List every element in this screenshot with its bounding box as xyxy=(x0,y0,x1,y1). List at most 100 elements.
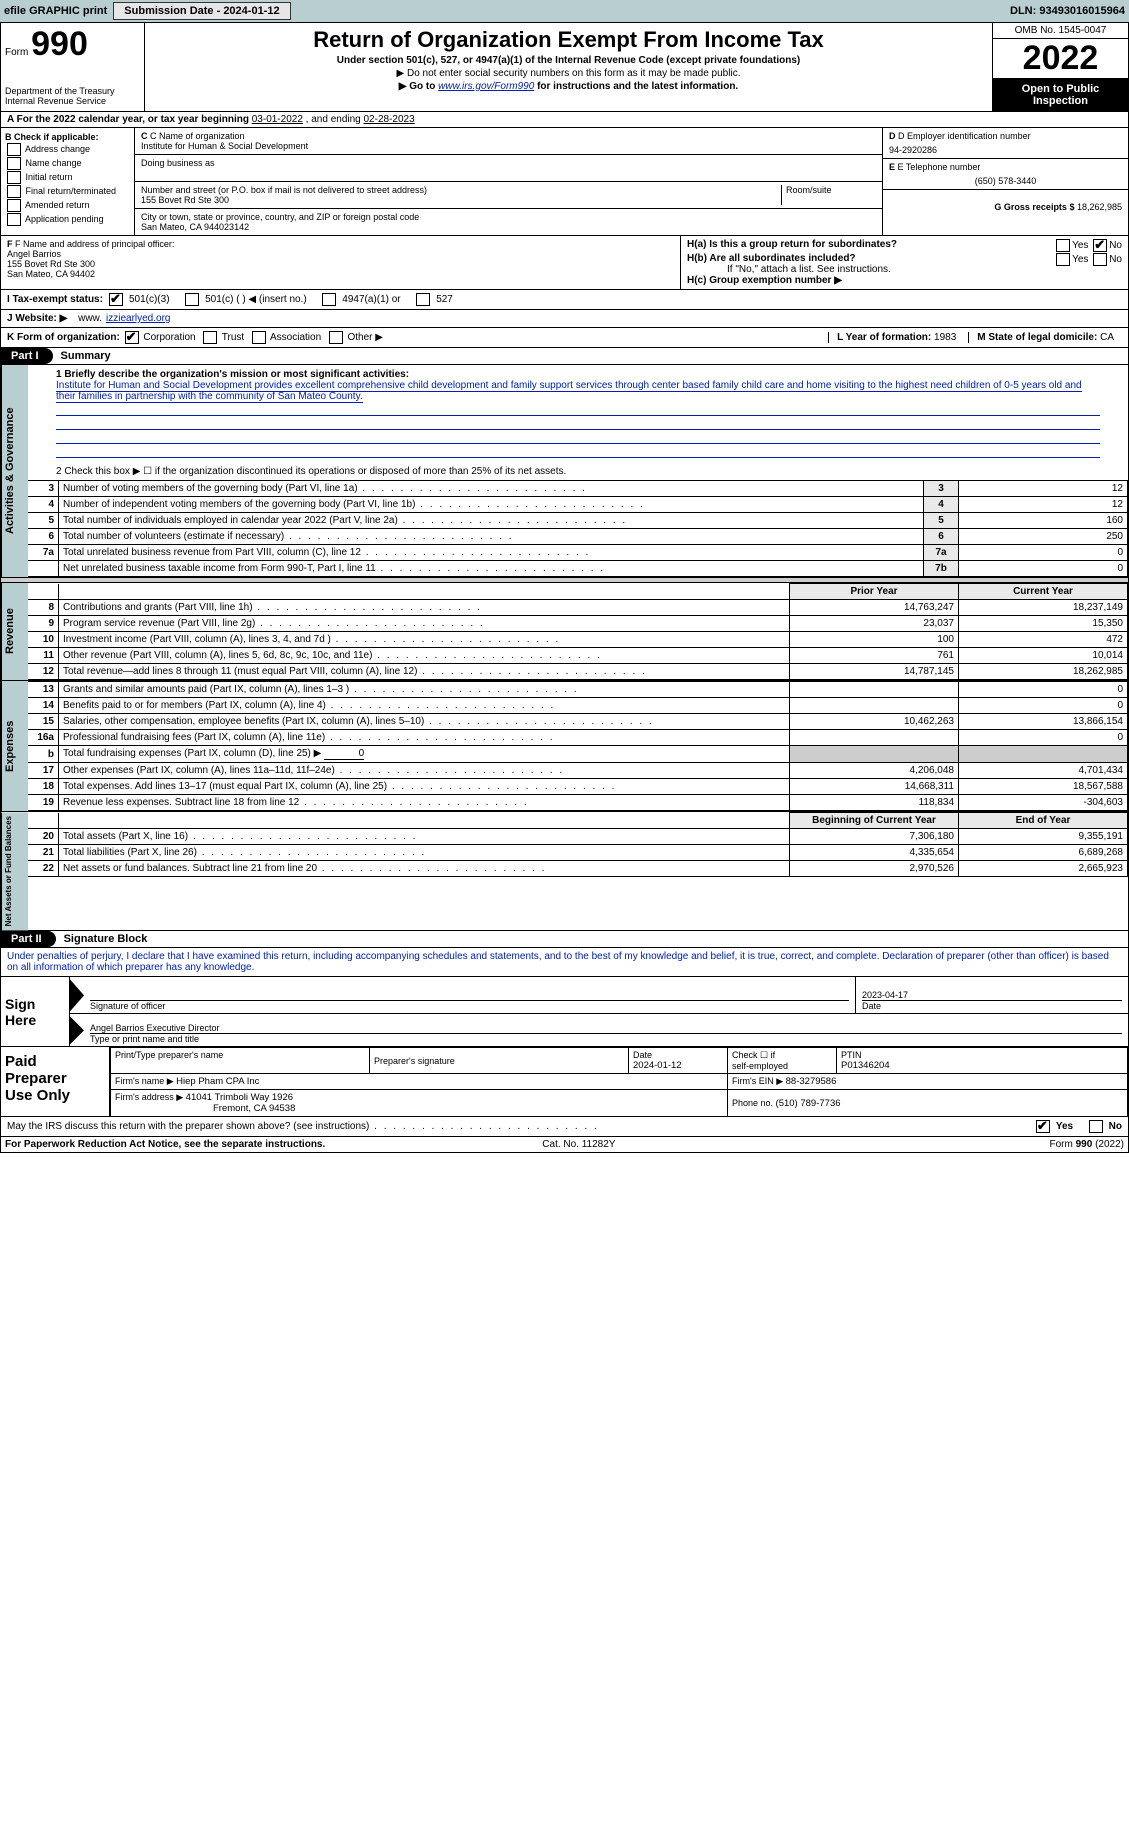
b-opt-3: Final return/terminated xyxy=(26,186,117,196)
part1-title: Summary xyxy=(61,350,111,362)
i-501c-checkbox[interactable] xyxy=(185,293,199,306)
col-c: C C Name of organization Institute for H… xyxy=(135,128,882,235)
may-no-checkbox[interactable] xyxy=(1089,1120,1103,1133)
here-word: Here xyxy=(5,1012,65,1028)
may-yes: Yes xyxy=(1056,1121,1073,1132)
submission-date-button[interactable]: Submission Date - 2024-01-12 xyxy=(113,2,290,20)
m-label: M State of legal domicile: xyxy=(977,332,1100,343)
k-corp: Corporation xyxy=(143,332,195,343)
form-subtitle: Under section 501(c), 527, or 4947(a)(1)… xyxy=(151,55,986,66)
prep-date: 2024-01-12 xyxy=(633,1060,723,1071)
table-row: 14 Benefits paid to or for members (Part… xyxy=(28,698,1128,714)
irs-link[interactable]: www.irs.gov/Form990 xyxy=(438,81,534,92)
phone: (650) 578-3440 xyxy=(889,176,1122,186)
b-opt-pending[interactable]: Application pending xyxy=(5,213,130,226)
begin-year-hdr: Beginning of Current Year xyxy=(790,813,959,829)
b-opt-initial[interactable]: Initial return xyxy=(5,171,130,184)
line-a-mid: , and ending xyxy=(306,114,364,125)
vtab-revenue: Revenue xyxy=(1,583,28,680)
table-row: 10 Investment income (Part VIII, column … xyxy=(28,632,1128,648)
sign-here-label: Sign Here xyxy=(1,977,70,1046)
room-label: Room/suite xyxy=(786,185,876,195)
form-container: Form 990 Department of the Treasury Inte… xyxy=(0,22,1129,1153)
k-corp-checkbox[interactable] xyxy=(125,331,139,344)
addr-label: Number and street (or P.O. box if mail i… xyxy=(141,185,781,195)
d-label: D Employer identification number xyxy=(898,131,1031,141)
table-row: 4 Number of independent voting members o… xyxy=(28,497,1128,513)
vtab-netassets: Net Assets or Fund Balances xyxy=(1,812,28,930)
form-word: Form xyxy=(5,47,28,58)
firm-label: Firm's name ▶ xyxy=(115,1076,176,1086)
b-opt-final[interactable]: Final return/terminated xyxy=(5,185,130,198)
prep-c4b: self-employed xyxy=(732,1061,832,1071)
table-row: 20 Total assets (Part X, line 16) 7,306,… xyxy=(28,829,1128,845)
form-note1: ▶ Do not enter social security numbers o… xyxy=(151,68,986,79)
website-link[interactable]: izziearlyed.org xyxy=(106,313,170,324)
header-left: Form 990 Department of the Treasury Inte… xyxy=(1,23,145,111)
sig-label: Signature of officer xyxy=(90,1000,849,1011)
arrow-icon xyxy=(70,979,84,1011)
k-trust-checkbox[interactable] xyxy=(203,331,217,344)
note2-post: for instructions and the latest informat… xyxy=(537,81,738,92)
hb-yes: Yes xyxy=(1072,254,1088,265)
note2-pre: ▶ Go to xyxy=(399,81,438,92)
hb-no-checkbox[interactable] xyxy=(1093,253,1107,266)
section-revenue: Revenue Prior Year Current Year 8 Contri… xyxy=(1,583,1128,680)
firm-ein: 88-3279586 xyxy=(786,1076,837,1087)
section-governance: Activities & Governance 1 Briefly descri… xyxy=(1,365,1128,577)
s2-line: 2 Check this box ▶ ☐ if the organization… xyxy=(28,463,1128,480)
i-527: 527 xyxy=(436,294,453,305)
ein: 94-2920286 xyxy=(889,145,1122,155)
table-row: 17 Other expenses (Part IX, column (A), … xyxy=(28,763,1128,779)
table-row: 7a Total unrelated business revenue from… xyxy=(28,545,1128,561)
firm-name: Hiep Pham CPA Inc xyxy=(176,1076,259,1087)
k-other-checkbox[interactable] xyxy=(329,331,343,344)
hb-yes-checkbox[interactable] xyxy=(1056,253,1070,266)
efile-label: efile GRAPHIC print xyxy=(4,5,107,17)
i-501c: 501(c) ( ) ◀ (insert no.) xyxy=(205,294,307,305)
i-4947: 4947(a)(1) or xyxy=(342,294,400,305)
may-yes-checkbox[interactable] xyxy=(1036,1120,1050,1133)
table-row: 8 Contributions and grants (Part VIII, l… xyxy=(28,600,1128,616)
col-f: F F Name and address of principal office… xyxy=(1,236,680,289)
preparer-block: Paid Preparer Use Only Print/Type prepar… xyxy=(1,1047,1128,1117)
i-501c3-checkbox[interactable] xyxy=(109,293,123,306)
b-opt-name[interactable]: Name change xyxy=(5,157,130,170)
firm-phone-label: Phone no. xyxy=(732,1098,776,1108)
header-mid: Return of Organization Exempt From Incom… xyxy=(145,23,992,111)
ha-label: H(a) Is this a group return for subordin… xyxy=(687,239,897,250)
note2-link: www.irs.gov/Form990 xyxy=(438,81,534,92)
sign-word: Sign xyxy=(5,996,65,1012)
prior-year-hdr: Prior Year xyxy=(790,584,959,600)
footer-cat: Cat. No. 11282Y xyxy=(542,1139,615,1150)
hb-label: H(b) Are all subordinates included? xyxy=(687,253,856,264)
city-label: City or town, state or province, country… xyxy=(141,212,876,222)
i-4947-checkbox[interactable] xyxy=(322,293,336,306)
prep-c5: PTIN xyxy=(841,1050,1123,1060)
form-number: 990 xyxy=(31,25,88,63)
ha-no: No xyxy=(1109,240,1122,251)
table-row: 22 Net assets or fund balances. Subtract… xyxy=(28,861,1128,877)
firm-addr1: 41041 Trimboli Way 1926 xyxy=(186,1092,293,1103)
prep-ptin: P01346204 xyxy=(841,1060,1123,1071)
footer-right: Form 990 (2022) xyxy=(1050,1139,1124,1150)
k-assoc-checkbox[interactable] xyxy=(252,331,266,344)
netassets-table: Beginning of Current Year End of Year 20… xyxy=(28,812,1128,877)
table-row: 5 Total number of individuals employed i… xyxy=(28,513,1128,529)
b-opt-address[interactable]: Address change xyxy=(5,143,130,156)
table-row: 19 Revenue less expenses. Subtract line … xyxy=(28,795,1128,811)
part1-tag: Part I xyxy=(1,348,53,364)
sig-date-label: Date xyxy=(862,1000,1122,1011)
b-opt-amended[interactable]: Amended return xyxy=(5,199,130,212)
line-a-end: 02-28-2023 xyxy=(364,114,415,125)
prep-c3: Date xyxy=(633,1050,723,1060)
table-row: 15 Salaries, other compensation, employe… xyxy=(28,714,1128,730)
i-527-checkbox[interactable] xyxy=(416,293,430,306)
ha-no-checkbox[interactable] xyxy=(1093,239,1107,252)
ha-yes-checkbox[interactable] xyxy=(1056,239,1070,252)
form-title: Return of Organization Exempt From Incom… xyxy=(151,27,986,53)
footer: For Paperwork Reduction Act Notice, see … xyxy=(1,1137,1128,1152)
perjury-text: Under penalties of perjury, I declare th… xyxy=(1,948,1128,976)
b-header: B Check if applicable: xyxy=(5,132,130,142)
table-row: 13 Grants and similar amounts paid (Part… xyxy=(28,682,1128,698)
